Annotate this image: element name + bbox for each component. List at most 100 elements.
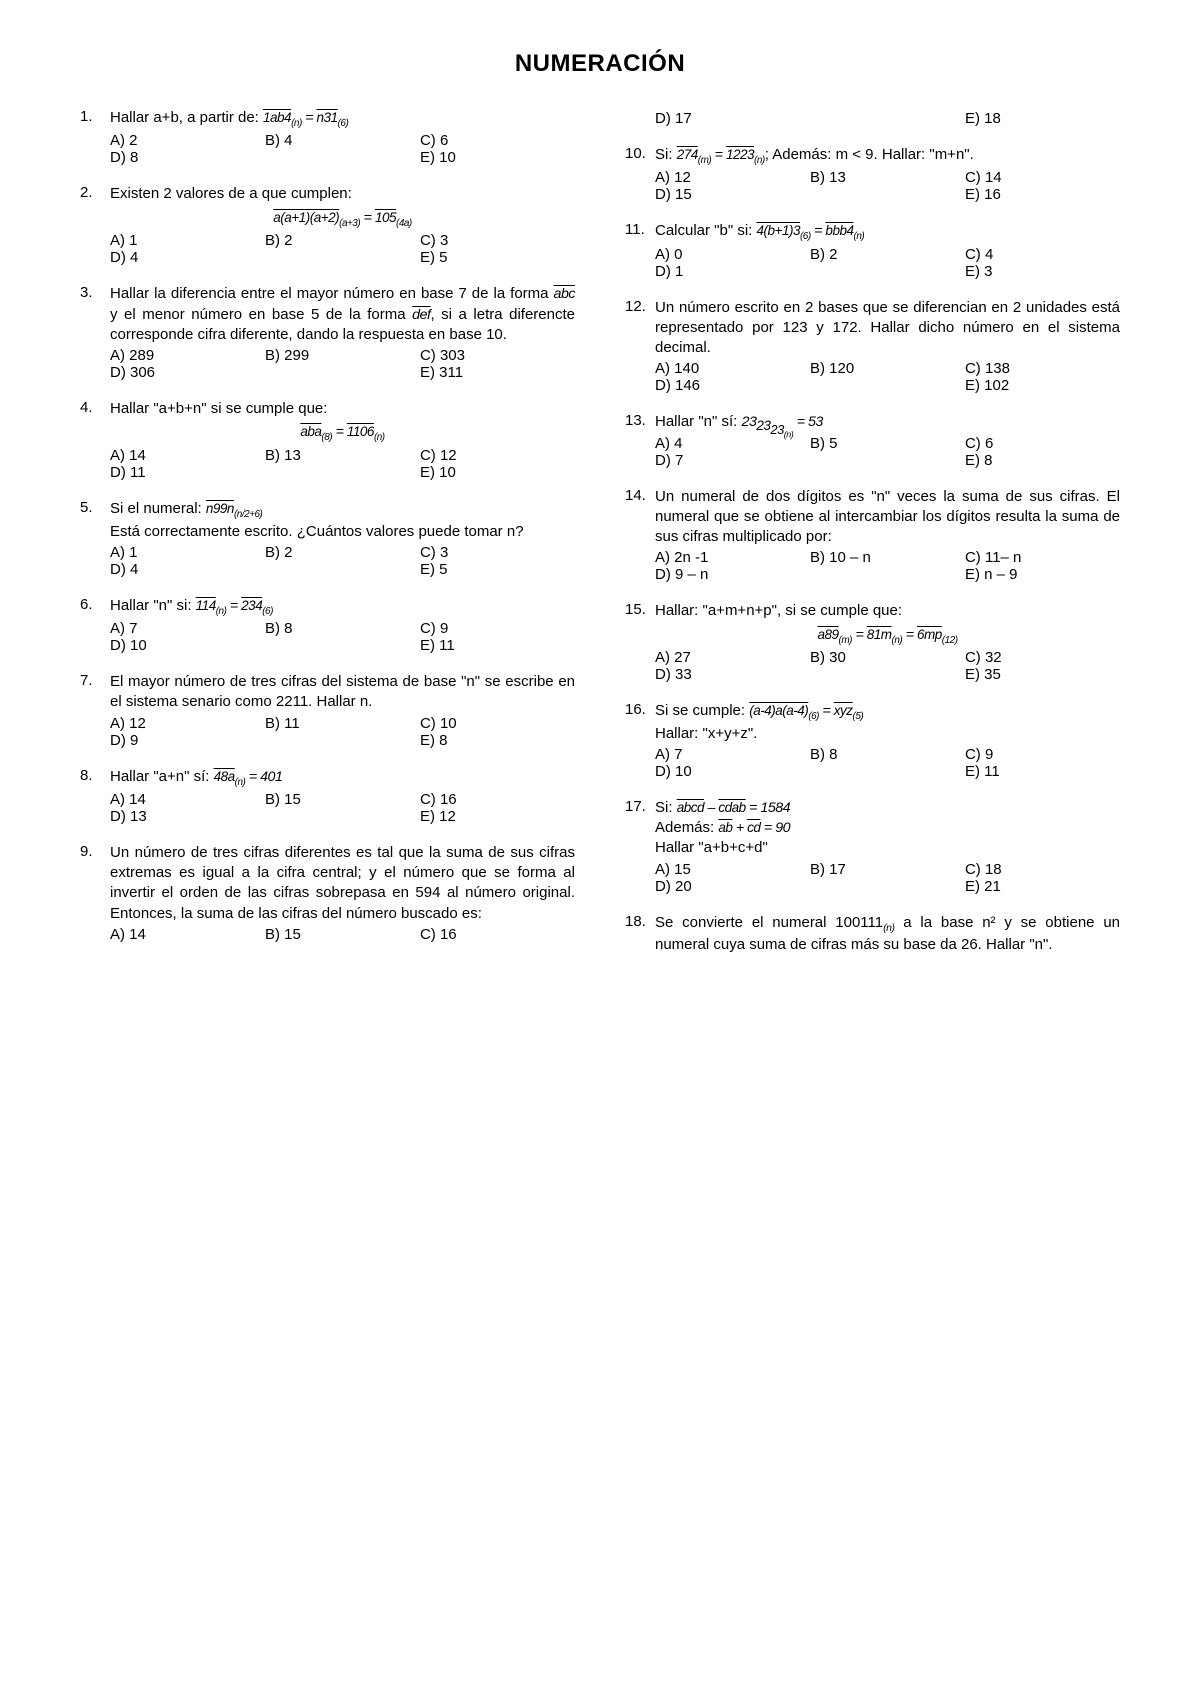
opt-e: E) 3 xyxy=(965,263,1120,280)
problem-text: El mayor número de tres cifras del siste… xyxy=(110,672,575,713)
opt-d: D) 17 xyxy=(655,110,810,127)
opt-a: A) 1 xyxy=(110,544,265,561)
problem-text: Además: ab + cd = 90 xyxy=(655,818,1120,838)
opt-e: E) 21 xyxy=(965,878,1120,895)
opt-a: A) 2n -1 xyxy=(655,549,810,566)
problem-14: 14. Un numeral de dos dígitos es "n" vec… xyxy=(625,487,1120,584)
problem-text: Si: abcd – cdab = 1584 xyxy=(655,798,1120,818)
opt-b: B) 11 xyxy=(265,715,420,732)
opt-e: E) 5 xyxy=(420,249,575,266)
problem-text: Un numeral de dos dígitos es "n" veces l… xyxy=(655,487,1120,548)
problem-text: Un número escrito en 2 bases que se dife… xyxy=(655,298,1120,359)
options-row: A) 0B) 2C) 4D) 1E) 3 xyxy=(655,246,1120,280)
problem-text: Hallar la diferencia entre el mayor núme… xyxy=(110,284,575,345)
problem-number: 1. xyxy=(80,108,110,166)
problem-text: Hallar "a+n" sí: 48a(n) = 401 xyxy=(110,767,575,789)
opt-e: E) 11 xyxy=(965,763,1120,780)
problem-18: 18. Se convierte el numeral 100111(n) a … xyxy=(625,913,1120,955)
problem-text: Hallar: "x+y+z". xyxy=(655,724,1120,744)
opt-d: D) 9 xyxy=(110,732,265,749)
options-row: A) 12B) 11C) 10D) 9E) 8 xyxy=(110,715,575,749)
equation: a89(m) = 81m(n) = 6mp(12) xyxy=(655,626,1120,646)
page-title: NUMERACIÓN xyxy=(80,50,1120,78)
problem-number: 2. xyxy=(80,184,110,266)
options-row: A) 1B) 2C) 3D) 4E) 5 xyxy=(110,544,575,578)
problem-text: Hallar "n" si: 114(n) = 234(6) xyxy=(110,596,575,618)
problem-number: 11. xyxy=(625,221,655,279)
opt-d: D) 15 xyxy=(655,186,810,203)
opt-a: A) 0 xyxy=(655,246,810,263)
problem-2: 2. Existen 2 valores de a que cumplen: a… xyxy=(80,184,575,266)
opt-d: D) 20 xyxy=(655,878,810,895)
opt-b: B) 2 xyxy=(810,246,965,263)
opt-e: E) 311 xyxy=(420,364,575,381)
opt-c: C) 6 xyxy=(965,435,1120,452)
opt-d: D) 7 xyxy=(655,452,810,469)
problem-text: Hallar a+b, a partir de: 1ab4(n) = n31(6… xyxy=(110,108,575,130)
opt-b: B) 8 xyxy=(810,746,965,763)
options-row: A) 14B) 13C) 12D) 11E) 10 xyxy=(110,447,575,481)
opt-c: C) 9 xyxy=(965,746,1120,763)
opt-d: D) 8 xyxy=(110,149,265,166)
problem-text: Hallar "a+b+n" si se cumple que: xyxy=(110,399,575,419)
opt-c: C) 16 xyxy=(420,791,575,808)
problem-number: 10. xyxy=(625,145,655,203)
opt-b: B) 15 xyxy=(265,791,420,808)
opt-e: E) 5 xyxy=(420,561,575,578)
problem-number: 13. xyxy=(625,412,655,468)
opt-d: D) 4 xyxy=(110,561,265,578)
opt-d: D) 9 – n xyxy=(655,566,810,583)
content-columns: 1. Hallar a+b, a partir de: 1ab4(n) = n3… xyxy=(80,108,1120,973)
opt-a: A) 14 xyxy=(110,926,265,943)
opt-b: B) 299 xyxy=(265,347,420,364)
opt-e: E) 8 xyxy=(965,452,1120,469)
opt-c: C) 4 xyxy=(965,246,1120,263)
opt-b: B) 2 xyxy=(265,232,420,249)
opt-a: A) 140 xyxy=(655,360,810,377)
options-row: A) 2B) 4C) 6D) 8E) 10 xyxy=(110,132,575,166)
opt-c: C) 303 xyxy=(420,347,575,364)
options-row: A) 27B) 30C) 32D) 33E) 35 xyxy=(655,649,1120,683)
opt-a: A) 7 xyxy=(655,746,810,763)
opt-c: C) 18 xyxy=(965,861,1120,878)
opt-d: D) 13 xyxy=(110,808,265,825)
opt-e: E) 35 xyxy=(965,666,1120,683)
opt-e: E) 11 xyxy=(420,637,575,654)
options-row: A) 7B) 8C) 9D) 10E) 11 xyxy=(110,620,575,654)
problem-text: Se convierte el numeral 100111(n) a la b… xyxy=(655,913,1120,955)
options-row: A) 14B) 15C) 16 xyxy=(110,926,575,943)
opt-b: B) 13 xyxy=(810,169,965,186)
opt-c: C) 9 xyxy=(420,620,575,637)
options-row: D) 17 E) 18 xyxy=(655,110,1120,127)
opt-d: D) 11 xyxy=(110,464,265,481)
problem-text: Hallar "n" sí: 232323(n) = 53 xyxy=(655,412,1120,432)
opt-d: D) 146 xyxy=(655,377,810,394)
problem-number: 8. xyxy=(80,767,110,825)
problem-6: 6. Hallar "n" si: 114(n) = 234(6) A) 7B)… xyxy=(80,596,575,654)
opt-a: A) 2 xyxy=(110,132,265,149)
opt-c: C) 10 xyxy=(420,715,575,732)
problem-3: 3. Hallar la diferencia entre el mayor n… xyxy=(80,284,575,381)
problem-4: 4. Hallar "a+b+n" si se cumple que: aba(… xyxy=(80,399,575,481)
opt-e: E) 10 xyxy=(420,464,575,481)
opt-a: A) 289 xyxy=(110,347,265,364)
problem-number: 18. xyxy=(625,913,655,955)
opt-d: D) 10 xyxy=(110,637,265,654)
opt-e: E) n – 9 xyxy=(965,566,1120,583)
problem-number: 3. xyxy=(80,284,110,381)
problem-5: 5. Si el numeral: n99n(n/2+6) Está corre… xyxy=(80,499,575,578)
opt-b: B) 2 xyxy=(265,544,420,561)
problem-text: Si: 274(m) = 1223(n); Además: m < 9. Hal… xyxy=(655,145,1120,167)
opt-b: B) 13 xyxy=(265,447,420,464)
opt-c: C) 14 xyxy=(965,169,1120,186)
opt-a: A) 14 xyxy=(110,447,265,464)
problem-text: Si se cumple: (a-4)a(a-4)(6) = xyz(5) xyxy=(655,701,1120,723)
problem-number: 15. xyxy=(625,601,655,683)
problem-number: 17. xyxy=(625,798,655,895)
opt-d: D) 4 xyxy=(110,249,265,266)
opt-b: B) 8 xyxy=(265,620,420,637)
equation: aba(8) = 1106(n) xyxy=(110,423,575,443)
opt-c: C) 32 xyxy=(965,649,1120,666)
options-row: A) 4B) 5C) 6D) 7E) 8 xyxy=(655,435,1120,469)
opt-e: E) 10 xyxy=(420,149,575,166)
